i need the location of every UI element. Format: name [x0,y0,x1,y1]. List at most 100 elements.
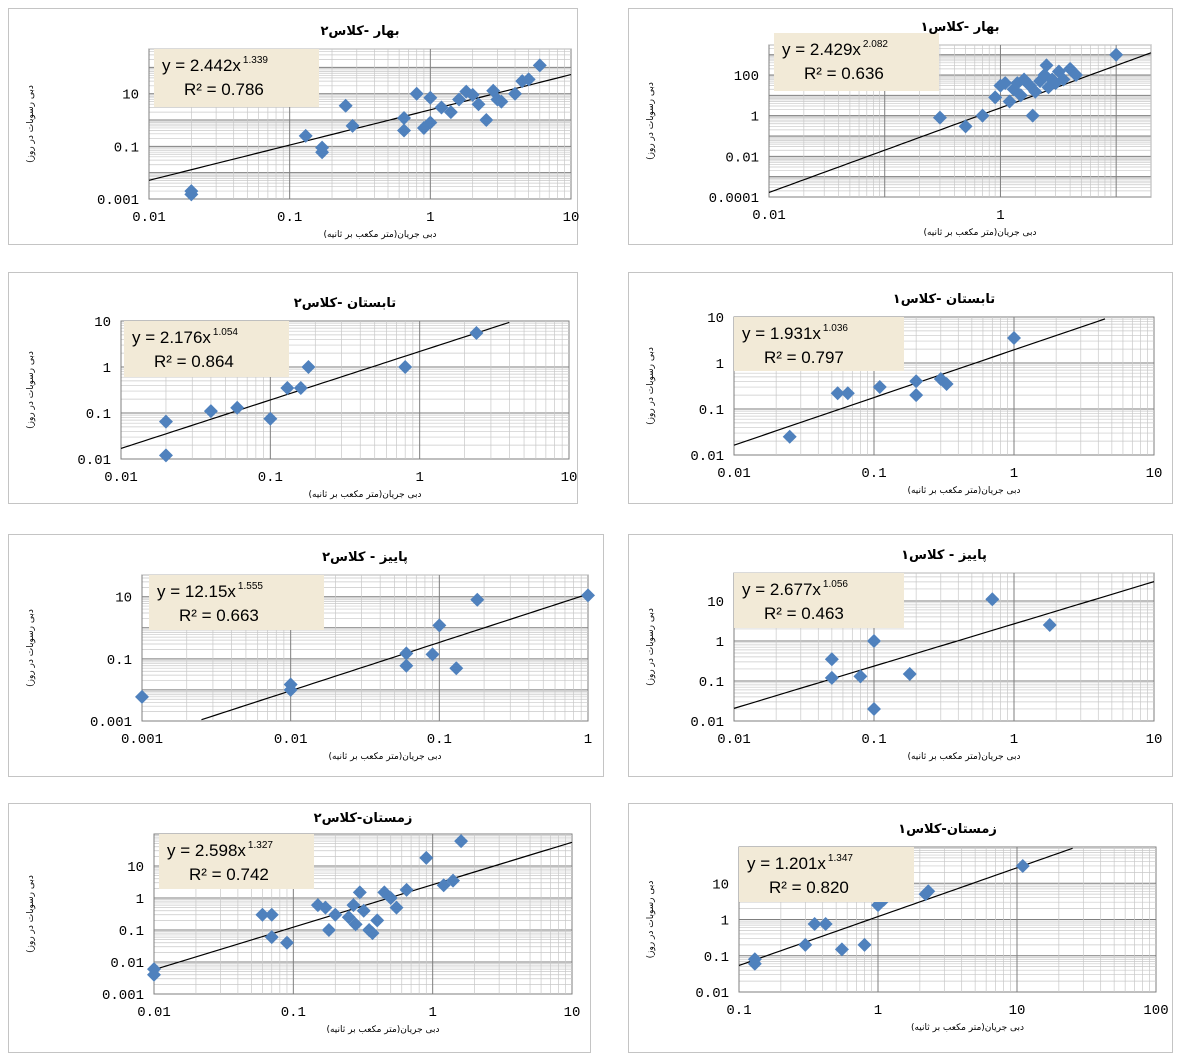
data-point [370,913,385,928]
data-point [909,374,924,389]
r-squared-text: R² = 0.786 [184,80,264,99]
x-axis-label: دبی جریان(متر مکعب بر ثانیه) [323,230,436,240]
equation-exponent: 1.036 [823,323,848,334]
data-point [867,701,881,716]
y-tick-label: 1 [716,357,724,373]
data-point [436,878,451,893]
equation-box: y = 1.201x 1.347 R² = 0.820 [739,847,914,902]
y-tick-label: 0.1 [699,403,724,419]
data-point [264,907,279,922]
x-tick-label: 1 [1010,732,1018,748]
data-point [352,885,367,900]
x-tick-label: 0.01 [104,470,138,486]
data-point [341,910,356,925]
chart-winter-class2: y = 2.598x 1.327 R² = 0.742 زمستان-کلاس۲ 0.0… [8,803,591,1053]
y-axis-label: دبی رسوبات در روز) [646,82,656,160]
y-axis-label: دبی رسوبات در روز) [646,608,656,686]
x-tick-label: 10 [564,1005,581,1021]
y-tick-label: 0.01 [690,449,724,465]
data-point [909,388,924,403]
y-tick-label: 0.01 [110,956,144,972]
y-tick-label: 10 [707,595,724,611]
data-point [1051,64,1066,79]
y-axis-label: دبی رسوبات در روز) [646,347,656,425]
x-tick-label: 0.01 [137,1005,171,1021]
y-axis-label: دبی رسوبات در روز) [26,609,36,687]
x-tick-label: 0.1 [861,732,886,748]
equation-exponent: 2.082 [863,39,888,50]
data-point [807,917,822,932]
data-point [264,930,279,945]
x-tick-label: 1 [426,210,434,226]
data-point [830,386,845,401]
data-point [399,658,414,673]
equation-box: y = 12.15x 1.555 R² = 0.663 [149,575,324,630]
r-squared-text: R² = 0.820 [769,878,849,897]
data-point [283,682,298,697]
y-axis-label: دبی رسوبات در روز) [26,351,36,429]
x-tick-label: 0.01 [274,732,308,748]
equation-text: y = 2.677x [742,580,821,599]
equation-text: y = 2.442x [162,56,241,75]
data-point [365,926,380,941]
equation-exponent: 1.339 [243,55,268,66]
equation-box: y = 2.429x 2.082 R² = 0.636 [774,33,939,91]
chart-title: تابستان -کلاس۱ [893,292,995,307]
x-tick-label: 10 [561,470,578,486]
data-point [346,898,361,913]
x-tick-label: 1 [874,1003,882,1019]
data-point [425,647,440,662]
y-tick-label: 0.001 [102,988,144,1004]
y-tick-label: 0.1 [86,407,111,423]
equation-exponent: 1.347 [828,853,853,864]
chart-svg: y = 2.176x 1.054 R² = 0.864 تابستان -کلاس۲ 0… [26,296,578,500]
data-point [446,873,461,888]
y-tick-label: 1 [751,110,759,126]
data-point [383,891,398,905]
y-tick-label: 0.01 [77,453,111,469]
data-point [1069,68,1084,83]
x-tick-label: 10 [1146,732,1163,748]
y-tick-label: 0.01 [725,150,759,166]
equation-text: y = 2.598x [167,841,246,860]
data-point [470,592,485,607]
x-tick-label: 0.1 [427,732,452,748]
x-axis-label: دبی جریان(متر مکعب بر ثانیه) [308,490,421,500]
equation-text: y = 1.931x [742,324,821,343]
data-point [1013,88,1028,103]
chart-summer-class1: y = 1.931x 1.036 R² = 0.797 تابستان -کلاس۱ 0… [628,272,1173,504]
data-point [203,404,218,419]
chart-title: زمستان-کلاس۲ [314,811,413,826]
data-point [1007,330,1021,345]
x-tick-label: 0.1 [281,1005,306,1021]
data-point [834,942,849,957]
data-point [532,58,547,73]
data-point [494,94,509,109]
data-point [471,97,486,112]
data-point [1015,858,1030,873]
r-squared-text: R² = 0.463 [764,604,844,623]
y-tick-label: 10 [127,860,144,876]
equation-box: y = 2.442x 1.339 R² = 0.786 [154,49,319,107]
data-point [1037,68,1052,83]
data-point [321,923,336,937]
chart-svg: y = 2.598x 1.327 R² = 0.742 زمستان-کلاس۲ 0.0… [26,811,581,1035]
x-tick-label: 0.1 [277,210,302,226]
data-point [1056,72,1071,87]
data-point [508,86,523,101]
x-tick-label: 0.001 [121,732,163,748]
chart-autumn-class2: y = 12.15x 1.555 R² = 0.663 پاییز - کلاس۲ 0.… [8,534,604,777]
y-tick-label: 10 [122,88,139,104]
data-point [328,907,343,922]
data-point [377,885,392,900]
x-tick-label: 0.1 [861,466,886,482]
trendline [120,321,510,450]
x-tick-label: 0.01 [132,210,166,226]
data-point [747,956,762,971]
data-point [356,903,371,918]
data-point [454,834,469,849]
chart-title: زمستان-کلاس۱ [898,822,997,837]
x-tick-label: 1 [428,1005,436,1021]
gridlines [148,48,571,200]
r-squared-text: R² = 0.636 [804,64,884,83]
